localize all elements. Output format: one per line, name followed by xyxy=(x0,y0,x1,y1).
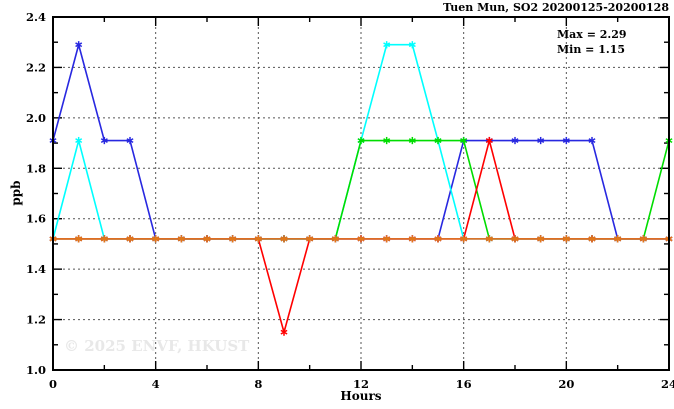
data-point-marker xyxy=(537,235,545,243)
data-point-marker xyxy=(562,235,570,243)
y-axis-tick-labels: 1.0 1.2 1.4 1.6 1.8 2.0 2.2 2.4 xyxy=(26,10,46,377)
series-polyline xyxy=(53,139,670,240)
data-point-marker xyxy=(614,235,622,243)
y-tick-label: 1.8 xyxy=(26,161,46,175)
data-point-marker xyxy=(460,235,468,243)
y-tick-label: 1.4 xyxy=(26,262,46,276)
data-point-marker xyxy=(75,235,83,243)
data-point-marker xyxy=(100,136,108,145)
data-point-marker xyxy=(383,136,391,145)
grid-lines xyxy=(53,17,669,370)
data-point-marker xyxy=(126,136,134,145)
data-point-marker xyxy=(408,235,416,243)
x-tick-label: 16 xyxy=(456,377,472,391)
data-point-marker xyxy=(588,235,596,243)
y-tick-label: 2.0 xyxy=(26,111,46,125)
max-label: Max = 2.29 xyxy=(557,28,627,41)
plot-frame xyxy=(52,16,670,371)
data-point-marker xyxy=(75,136,83,145)
data-point-marker xyxy=(434,136,442,145)
data-point-marker xyxy=(511,235,519,243)
x-tick-label: 24 xyxy=(661,377,674,391)
x-axis-tick-labels: 0 4 8 12 16 20 24 xyxy=(49,377,674,391)
data-point-marker xyxy=(280,328,288,336)
data-point-marker xyxy=(460,136,468,145)
x-tick-label: 0 xyxy=(49,377,57,391)
watermark: © 2025 ENVF, HKUST xyxy=(64,337,250,355)
y-tick-label: 2.4 xyxy=(26,10,46,24)
data-point-marker xyxy=(562,136,570,145)
x-axis-title: Hours xyxy=(340,389,381,403)
data-series-group xyxy=(49,41,673,336)
y-tick-label: 2.2 xyxy=(26,60,46,74)
data-point-marker xyxy=(383,235,391,243)
data-point-marker xyxy=(537,136,545,145)
min-label: Min = 1.15 xyxy=(557,43,625,56)
data-point-marker xyxy=(408,41,416,49)
data-point-marker xyxy=(408,136,416,145)
data-point-marker xyxy=(126,235,134,243)
y-tick-label: 1.0 xyxy=(26,363,46,377)
data-point-marker xyxy=(203,235,211,243)
statistics-legend: Max = 2.29 Min = 1.15 xyxy=(557,28,627,56)
x-tick-label: 12 xyxy=(353,377,369,391)
chart-title: Tuen Mun, SO2 20200125-20200128 xyxy=(443,1,669,14)
x-tick-label: 8 xyxy=(254,377,262,391)
data-point-marker xyxy=(434,235,442,243)
data-point-marker xyxy=(306,235,314,243)
data-point-marker xyxy=(100,235,108,243)
x-tick-label: 20 xyxy=(558,377,574,391)
y-tick-label: 1.2 xyxy=(26,313,46,327)
data-point-marker xyxy=(639,235,647,243)
data-point-marker xyxy=(357,235,365,243)
data-point-marker xyxy=(511,136,519,145)
data-point-marker xyxy=(254,235,262,243)
data-point-marker xyxy=(357,136,365,145)
data-point-marker xyxy=(383,41,391,49)
data-point-marker xyxy=(280,235,288,243)
data-point-marker xyxy=(229,235,237,243)
data-point-marker xyxy=(177,235,185,243)
y-axis-title: ppb xyxy=(9,180,23,205)
data-series-day6 xyxy=(49,235,673,243)
data-point-marker xyxy=(331,235,339,243)
data-point-marker xyxy=(75,41,83,49)
data-point-marker xyxy=(485,136,493,145)
data-point-marker xyxy=(485,235,493,243)
x-tick-label: 4 xyxy=(152,377,160,391)
data-point-marker xyxy=(152,235,160,243)
y-tick-label: 1.6 xyxy=(26,212,46,226)
data-point-marker xyxy=(588,136,596,145)
